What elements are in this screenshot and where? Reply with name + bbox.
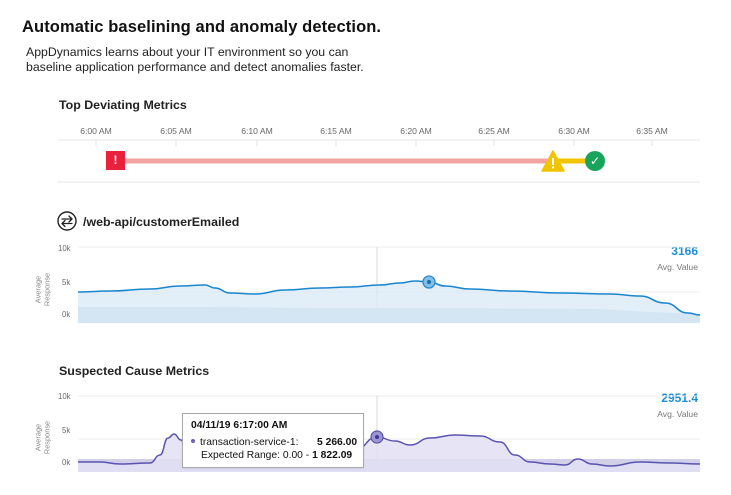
chart1-area (78, 281, 700, 323)
tick-label: 6:15 AM (320, 126, 352, 136)
warning-duration-bar (554, 158, 592, 164)
chart1-hover-point-center (427, 280, 431, 284)
tick-label: 6:20 AM (400, 126, 432, 136)
chart1-ytick-10k: 10k (58, 244, 71, 253)
tick-label: 6:35 AM (636, 126, 668, 136)
tick-label: 6:25 AM (478, 126, 510, 136)
critical-duration-bar (117, 158, 554, 164)
chart2-avg-label: Avg. Value (657, 409, 698, 419)
suspected-cause-metrics-title: Suspected Cause Metrics (59, 364, 210, 378)
subtitle-line-2: baseline application performance and det… (26, 60, 364, 74)
chart1-ytick-5k: 5k (62, 278, 71, 287)
tick-label: 6:30 AM (558, 126, 590, 136)
tooltip-series-label: transaction-service-1: (200, 437, 299, 448)
chart1-title: /web-api/customerEmailed (83, 215, 240, 229)
critical-alert-icon[interactable]: ! (106, 151, 125, 170)
subtitle-line-1: AppDynamics learns about your IT environ… (26, 45, 349, 59)
top-deviating-metrics-title: Top Deviating Metrics (59, 98, 187, 112)
tooltip-range-row: Expected Range: 0.00 - 1 822.09 (191, 449, 355, 462)
chart2-tooltip: 04/11/19 6:17:00 AM transaction-service-… (182, 413, 364, 468)
page-title: Automatic baselining and anomaly detecti… (22, 18, 382, 36)
chart2-hover-point-center (375, 435, 379, 439)
tooltip-range-high: 1 822.09 (312, 450, 353, 461)
chart1-avg-label: Avg. Value (657, 262, 698, 272)
tick-label: 6:10 AM (241, 126, 273, 136)
ok-check-icon[interactable]: ✓ (585, 151, 605, 171)
chart1-ytick-0k: 0k (62, 310, 71, 319)
page-subtitle: AppDynamics learns about your IT environ… (26, 45, 446, 75)
chart1-series-line (77, 280, 701, 316)
tick-label: 6:00 AM (80, 126, 112, 136)
chart2-avg-value: 2951.4 (661, 391, 698, 405)
tick-label: 6:05 AM (160, 126, 192, 136)
tooltip-series-row: transaction-service-1: 5 266.00 (191, 436, 358, 449)
series-dot-icon (191, 439, 195, 444)
warning-alert-icon[interactable] (541, 150, 565, 172)
tooltip-range-label: Expected Range: 0.00 - (201, 450, 313, 461)
chart2-ytick-0k: 0k (62, 458, 71, 467)
chart2-ytick-5k: 5k (62, 426, 71, 435)
tooltip-timestamp: 04/11/19 6:17:00 AM (191, 420, 288, 431)
tooltip-series-value: 5 266.00 (317, 437, 358, 448)
swap-arrows-icon (57, 211, 77, 231)
chart2-ytick-10k: 10k (58, 392, 71, 401)
